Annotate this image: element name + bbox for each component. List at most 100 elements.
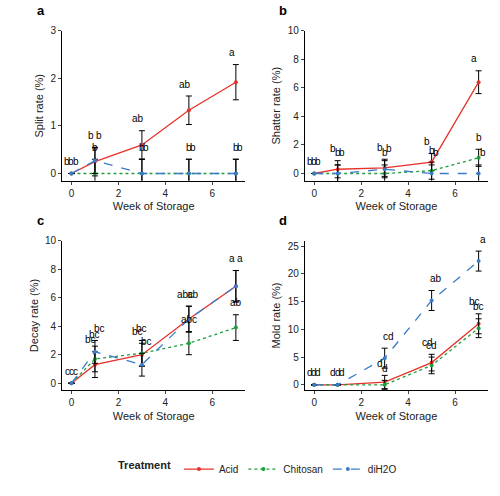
svg-text:6: 6	[452, 188, 458, 199]
svg-text:b: b	[96, 130, 102, 141]
svg-text:b: b	[92, 142, 98, 153]
svg-text:b: b	[386, 143, 392, 154]
svg-text:bc: bc	[132, 326, 143, 337]
svg-text:2: 2	[116, 397, 122, 408]
svg-text:c: c	[73, 366, 78, 377]
svg-text:b: b	[68, 156, 74, 167]
svg-text:c: c	[37, 213, 44, 228]
svg-text:4: 4	[405, 188, 411, 199]
svg-text:0: 0	[50, 378, 56, 389]
svg-text:2: 2	[50, 349, 56, 360]
svg-text:a: a	[229, 47, 235, 58]
svg-text:d: d	[335, 367, 341, 378]
svg-text:bc: bc	[85, 334, 96, 345]
svg-text:Week of Storage: Week of Storage	[356, 200, 438, 212]
svg-text:b: b	[233, 142, 239, 153]
svg-text:bc: bc	[469, 296, 480, 307]
svg-text:2: 2	[358, 397, 364, 408]
svg-text:cd: cd	[426, 340, 437, 351]
svg-text:c: c	[69, 366, 74, 377]
svg-text:d: d	[315, 367, 321, 378]
svg-text:b: b	[237, 142, 243, 153]
svg-text:cd: cd	[422, 337, 433, 348]
svg-text:6: 6	[210, 397, 216, 408]
svg-text:6: 6	[293, 82, 299, 93]
svg-text:Week of Storage: Week of Storage	[113, 200, 195, 212]
svg-text:b: b	[190, 142, 196, 153]
svg-text:6: 6	[50, 292, 56, 303]
svg-text:cd: cd	[383, 331, 394, 342]
svg-text:4: 4	[163, 397, 169, 408]
svg-text:2: 2	[116, 188, 122, 199]
svg-text:b: b	[339, 147, 345, 158]
svg-text:d: d	[279, 213, 287, 228]
svg-text:ab: ab	[230, 297, 242, 308]
svg-text:6: 6	[210, 188, 216, 199]
svg-text:b: b	[335, 147, 341, 158]
svg-text:Treatment: Treatment	[118, 459, 171, 471]
svg-text:b: b	[429, 145, 435, 156]
svg-text:a: a	[229, 253, 235, 264]
svg-text:bc: bc	[136, 323, 147, 334]
svg-text:bc: bc	[89, 329, 100, 340]
svg-text:10: 10	[45, 235, 57, 246]
svg-text:abc: abc	[181, 314, 197, 325]
svg-text:d: d	[339, 367, 345, 378]
svg-text:abc: abc	[177, 289, 193, 300]
svg-text:b: b	[307, 156, 313, 167]
svg-text:b: b	[315, 156, 321, 167]
svg-text:b: b	[186, 142, 192, 153]
svg-text:a: a	[471, 53, 477, 64]
svg-text:bc: bc	[473, 301, 484, 312]
svg-text:25: 25	[288, 241, 300, 252]
svg-text:0: 0	[293, 168, 299, 179]
svg-text:2: 2	[358, 188, 364, 199]
svg-text:b: b	[143, 142, 149, 153]
svg-text:b: b	[73, 156, 79, 167]
svg-text:b: b	[424, 136, 430, 147]
svg-text:8: 8	[293, 54, 299, 65]
svg-text:4: 4	[50, 321, 56, 332]
svg-text:b: b	[476, 132, 482, 143]
svg-text:b: b	[382, 147, 388, 158]
svg-text:Mold rate (%): Mold rate (%)	[270, 282, 282, 348]
svg-text:4: 4	[405, 397, 411, 408]
svg-text:a: a	[237, 253, 243, 264]
svg-text:bc: bc	[141, 336, 152, 347]
svg-text:Acid: Acid	[219, 464, 238, 475]
svg-text:b: b	[88, 130, 94, 141]
svg-text:5: 5	[293, 352, 299, 363]
svg-text:4: 4	[293, 111, 299, 122]
svg-text:0: 0	[69, 188, 75, 199]
svg-text:10: 10	[288, 25, 300, 36]
svg-text:d: d	[307, 367, 313, 378]
svg-text:b: b	[433, 147, 439, 158]
svg-text:Shatter rate (%): Shatter rate (%)	[270, 67, 282, 145]
svg-text:Week of Storage: Week of Storage	[356, 410, 438, 422]
svg-text:20: 20	[288, 268, 300, 279]
svg-text:4: 4	[163, 188, 169, 199]
svg-text:b: b	[480, 147, 486, 158]
svg-text:2: 2	[50, 73, 56, 84]
svg-text:d: d	[330, 367, 336, 378]
svg-text:Decay rate (%): Decay rate (%)	[28, 279, 40, 352]
svg-text:b: b	[279, 3, 287, 18]
svg-text:Chitosan: Chitosan	[283, 464, 322, 475]
svg-text:ab: ab	[179, 79, 191, 90]
svg-text:0: 0	[311, 188, 317, 199]
svg-text:b: b	[311, 156, 317, 167]
svg-text:15: 15	[288, 296, 300, 307]
svg-text:Split rate (%): Split rate (%)	[33, 74, 45, 138]
svg-text:d: d	[311, 367, 317, 378]
svg-text:b: b	[139, 142, 145, 153]
svg-text:d: d	[377, 358, 383, 369]
svg-text:c: c	[65, 366, 70, 377]
svg-text:b: b	[377, 142, 383, 153]
svg-text:d: d	[382, 363, 388, 374]
svg-text:2: 2	[293, 139, 299, 150]
svg-text:ab: ab	[187, 289, 199, 300]
svg-text:a: a	[37, 3, 45, 18]
svg-text:b: b	[330, 143, 336, 154]
svg-text:3: 3	[50, 25, 56, 36]
svg-text:ab: ab	[430, 273, 442, 284]
